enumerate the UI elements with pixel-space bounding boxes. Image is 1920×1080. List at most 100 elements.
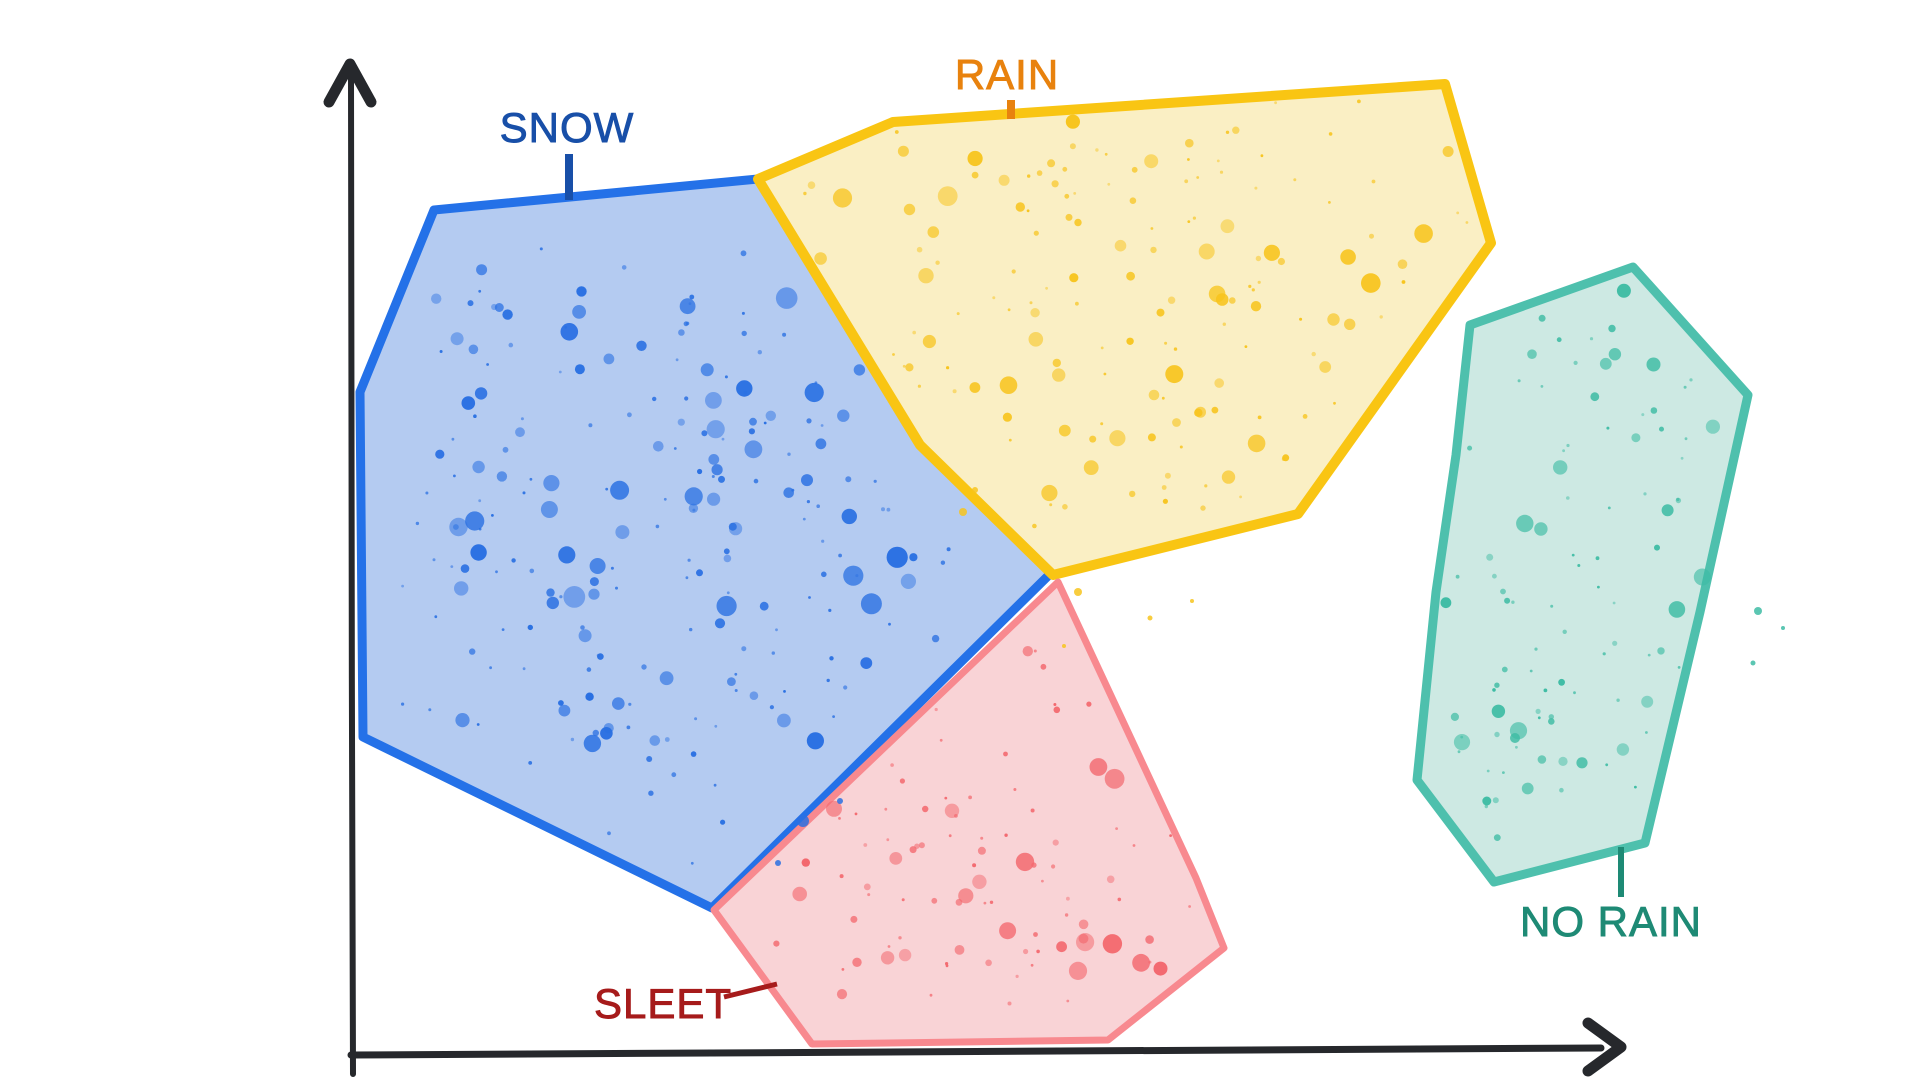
dot	[1680, 456, 1684, 460]
dot	[1031, 862, 1037, 868]
dot	[612, 697, 625, 710]
dot	[1162, 498, 1168, 504]
dot	[649, 735, 661, 746]
dot	[696, 569, 703, 577]
dot	[1075, 301, 1079, 306]
dot	[873, 479, 877, 483]
dot	[529, 477, 533, 481]
dot	[1504, 597, 1511, 604]
dot	[432, 558, 436, 562]
dot	[1683, 385, 1687, 389]
dot	[852, 957, 862, 967]
dot	[486, 363, 489, 366]
dot	[401, 584, 404, 588]
sleet-cluster	[710, 578, 1228, 1048]
dot	[723, 548, 730, 555]
dot	[684, 487, 703, 506]
dot	[1047, 159, 1056, 168]
dot	[775, 287, 798, 309]
dot	[777, 713, 791, 728]
dot	[610, 566, 614, 570]
dot	[1328, 132, 1333, 136]
dot	[679, 298, 696, 315]
dot	[1192, 216, 1196, 220]
dot	[501, 628, 505, 631]
cluster-labels: SNOW RAIN SLEET NO RAIN	[499, 51, 1701, 1028]
dot	[592, 729, 599, 737]
dot	[1126, 337, 1134, 345]
dot	[769, 705, 775, 710]
dot	[1501, 666, 1508, 673]
dot	[724, 375, 728, 379]
dot	[1033, 649, 1037, 653]
dot	[773, 940, 780, 947]
dot	[576, 286, 587, 297]
dot	[1167, 296, 1176, 304]
stray-dot	[1147, 615, 1153, 621]
stray-dot	[959, 508, 967, 516]
dot	[1007, 1001, 1012, 1006]
dot	[1612, 640, 1618, 646]
dot	[469, 648, 476, 655]
dot	[1543, 688, 1548, 693]
dot	[1302, 414, 1308, 419]
dot	[621, 265, 627, 270]
dot	[1185, 138, 1194, 148]
dot	[711, 464, 723, 476]
dot	[1076, 933, 1095, 952]
dot	[946, 366, 950, 370]
no-rain-cluster	[1412, 262, 1753, 887]
dot	[520, 417, 524, 421]
dot	[1027, 174, 1031, 178]
dot	[744, 440, 763, 459]
dot	[1129, 490, 1136, 498]
dot	[1527, 349, 1537, 360]
dot	[563, 586, 586, 608]
dot	[1328, 201, 1331, 204]
dot	[1106, 875, 1115, 884]
dot	[1052, 358, 1062, 368]
dot	[1677, 666, 1681, 669]
dot	[1379, 315, 1383, 319]
dot	[707, 492, 721, 506]
dot	[1023, 948, 1029, 955]
dot	[916, 246, 923, 253]
dot	[1293, 178, 1297, 182]
dot	[1516, 514, 1534, 533]
dot	[1153, 961, 1168, 976]
dot	[917, 384, 922, 388]
dot	[806, 500, 811, 504]
dot	[1073, 192, 1077, 195]
dot	[806, 418, 812, 424]
stray-dot	[1750, 660, 1756, 666]
dot	[1041, 879, 1044, 883]
dot	[967, 150, 983, 167]
dot	[508, 342, 514, 348]
dot	[1250, 301, 1262, 312]
dot	[1148, 960, 1152, 964]
dot	[711, 475, 715, 478]
dot	[1248, 284, 1252, 288]
dot	[749, 691, 759, 700]
dot	[1457, 750, 1461, 754]
y-axis-arrowhead-icon	[323, 58, 377, 108]
dot	[940, 560, 946, 565]
dot	[461, 396, 476, 410]
dot	[983, 901, 987, 905]
dot	[1215, 293, 1229, 306]
dot	[1172, 418, 1181, 427]
dot	[713, 783, 717, 787]
dot	[511, 558, 516, 563]
dot	[1492, 797, 1499, 804]
dot	[607, 831, 611, 836]
dot	[1115, 827, 1118, 830]
no-rain-region	[1412, 262, 1753, 887]
dot	[1030, 808, 1035, 813]
dot	[992, 296, 996, 300]
dot	[1179, 445, 1183, 449]
dot	[977, 846, 986, 855]
dot	[1029, 301, 1033, 305]
dot	[1102, 934, 1123, 954]
dot	[937, 186, 958, 207]
